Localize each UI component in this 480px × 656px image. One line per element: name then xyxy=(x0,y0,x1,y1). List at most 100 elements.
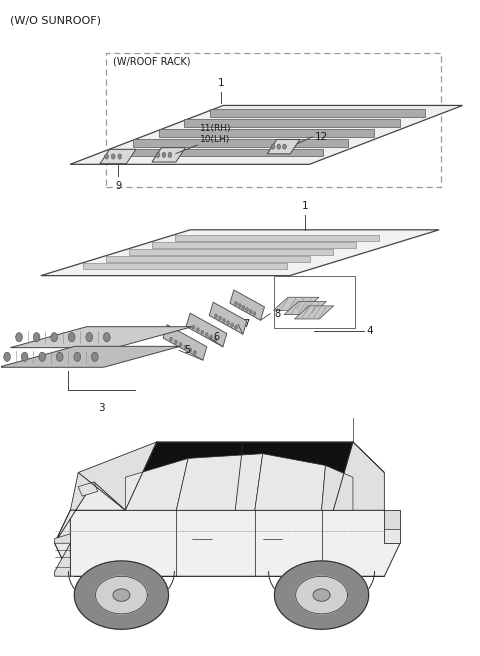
Circle shape xyxy=(179,342,182,346)
Circle shape xyxy=(184,345,187,349)
Circle shape xyxy=(74,352,81,361)
Polygon shape xyxy=(163,325,207,360)
Polygon shape xyxy=(55,482,125,543)
Text: (W/ROOF RACK): (W/ROOF RACK) xyxy=(113,57,191,67)
Circle shape xyxy=(105,154,108,159)
Polygon shape xyxy=(55,510,71,576)
Text: 1: 1 xyxy=(217,79,224,89)
Circle shape xyxy=(192,325,195,329)
Circle shape xyxy=(162,152,166,157)
Bar xyxy=(106,53,441,187)
Polygon shape xyxy=(158,129,374,137)
Polygon shape xyxy=(10,327,192,348)
Circle shape xyxy=(103,333,110,342)
Polygon shape xyxy=(71,442,157,510)
Polygon shape xyxy=(295,306,334,319)
Polygon shape xyxy=(125,459,188,510)
Circle shape xyxy=(33,333,40,342)
Polygon shape xyxy=(186,313,227,347)
Polygon shape xyxy=(84,263,288,269)
Text: 9: 9 xyxy=(115,180,121,191)
Circle shape xyxy=(196,328,199,332)
Circle shape xyxy=(218,316,221,320)
Circle shape xyxy=(56,352,63,361)
Polygon shape xyxy=(209,302,247,334)
Text: 3: 3 xyxy=(98,403,105,413)
Polygon shape xyxy=(152,242,356,248)
Polygon shape xyxy=(255,454,325,510)
Circle shape xyxy=(68,333,75,342)
Polygon shape xyxy=(113,589,130,602)
Polygon shape xyxy=(41,230,439,276)
Circle shape xyxy=(235,325,238,329)
Circle shape xyxy=(168,152,172,157)
Circle shape xyxy=(242,306,245,310)
Circle shape xyxy=(271,144,275,150)
Polygon shape xyxy=(284,302,326,315)
Polygon shape xyxy=(274,297,319,310)
Polygon shape xyxy=(70,106,463,165)
Circle shape xyxy=(111,154,115,159)
Polygon shape xyxy=(96,576,147,614)
Polygon shape xyxy=(133,139,348,147)
Text: 12: 12 xyxy=(315,132,328,142)
Circle shape xyxy=(238,304,241,308)
Bar xyxy=(274,276,355,328)
Polygon shape xyxy=(55,534,71,543)
Circle shape xyxy=(4,352,11,361)
Circle shape xyxy=(39,352,46,361)
Polygon shape xyxy=(322,466,353,510)
Text: 7: 7 xyxy=(243,319,249,329)
Circle shape xyxy=(156,152,160,157)
Polygon shape xyxy=(107,256,311,262)
Polygon shape xyxy=(384,510,400,529)
Circle shape xyxy=(246,308,249,312)
Circle shape xyxy=(92,352,98,361)
Polygon shape xyxy=(0,346,180,367)
Polygon shape xyxy=(267,140,300,154)
Polygon shape xyxy=(230,290,264,320)
Circle shape xyxy=(193,350,196,354)
Text: (W/O SUNROOF): (W/O SUNROOF) xyxy=(10,15,101,25)
Circle shape xyxy=(118,154,121,159)
Polygon shape xyxy=(100,150,136,164)
Polygon shape xyxy=(296,576,348,614)
Circle shape xyxy=(283,144,287,150)
Text: 6: 6 xyxy=(213,332,219,342)
Circle shape xyxy=(231,323,234,327)
Text: 1: 1 xyxy=(301,201,308,211)
Polygon shape xyxy=(176,454,263,510)
Polygon shape xyxy=(55,510,400,576)
Polygon shape xyxy=(384,510,400,543)
Circle shape xyxy=(21,352,28,361)
Circle shape xyxy=(51,333,58,342)
Text: 8: 8 xyxy=(275,309,281,319)
Circle shape xyxy=(214,338,217,342)
Polygon shape xyxy=(184,119,399,127)
Polygon shape xyxy=(78,482,98,496)
Polygon shape xyxy=(175,235,379,241)
Polygon shape xyxy=(125,442,353,510)
Polygon shape xyxy=(313,589,330,602)
Circle shape xyxy=(253,312,256,316)
Polygon shape xyxy=(210,110,425,117)
Circle shape xyxy=(215,314,217,318)
Polygon shape xyxy=(74,561,168,629)
Circle shape xyxy=(249,310,252,314)
Polygon shape xyxy=(129,249,334,255)
Circle shape xyxy=(189,348,192,352)
Circle shape xyxy=(205,333,208,337)
Circle shape xyxy=(235,301,238,305)
Circle shape xyxy=(277,144,281,150)
Circle shape xyxy=(16,333,23,342)
Polygon shape xyxy=(275,561,369,629)
Polygon shape xyxy=(55,543,71,576)
Circle shape xyxy=(223,319,226,322)
Circle shape xyxy=(174,340,177,344)
Polygon shape xyxy=(108,149,323,157)
Circle shape xyxy=(210,335,213,339)
Circle shape xyxy=(201,330,204,334)
Text: 11(RH)
10(LH): 11(RH) 10(LH) xyxy=(200,123,231,144)
Polygon shape xyxy=(152,148,185,162)
Circle shape xyxy=(86,333,93,342)
